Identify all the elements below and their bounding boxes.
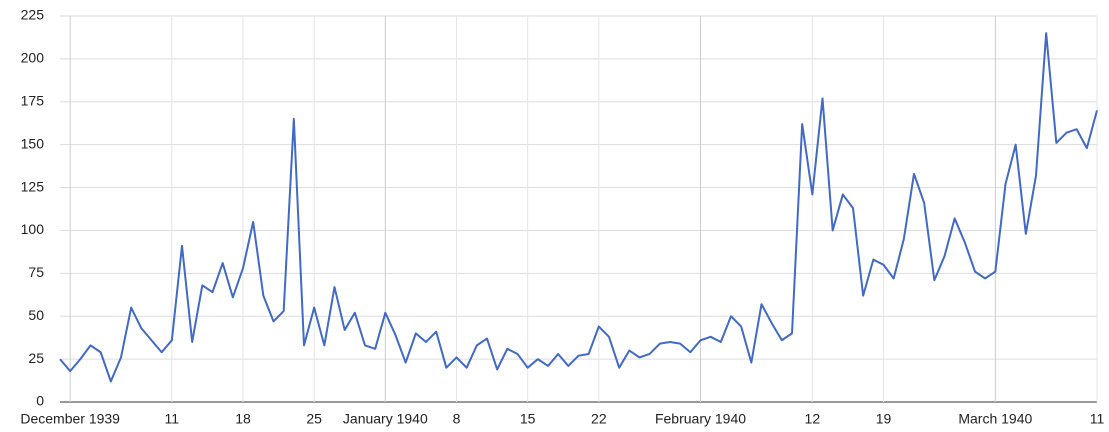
line: [59, 32, 1098, 383]
y-tick-label: 25: [28, 350, 44, 366]
x-tick-label: 12: [805, 411, 821, 427]
y-tick-label: 75: [28, 264, 44, 280]
x-tick-label: 8: [453, 411, 461, 427]
y-tick-label: 125: [21, 178, 45, 194]
x-tick-label: 19: [876, 411, 892, 427]
x-tick-label: 22: [591, 411, 607, 427]
y-tick-label: 50: [28, 307, 44, 323]
y-tick-label: 100: [21, 221, 45, 237]
x-tick-label: February 1940: [655, 411, 746, 427]
x-tick-label: January 1940: [343, 411, 428, 427]
y-tick-label: 0: [36, 393, 44, 409]
y-tick-label: 225: [21, 7, 45, 23]
x-tick-label: 11: [1090, 411, 1105, 427]
x-tick-label: 11: [165, 411, 180, 427]
x-tick-label: 18: [235, 411, 251, 427]
x-tick-label: 15: [520, 411, 536, 427]
x-tick-label: December 1939: [20, 411, 120, 427]
x-tick-label: 25: [306, 411, 322, 427]
y-tick-label: 150: [21, 135, 45, 151]
y-tick-label: 200: [21, 50, 45, 66]
y-tick-label: 175: [21, 92, 45, 108]
x-tick-label: March 1940: [958, 411, 1032, 427]
